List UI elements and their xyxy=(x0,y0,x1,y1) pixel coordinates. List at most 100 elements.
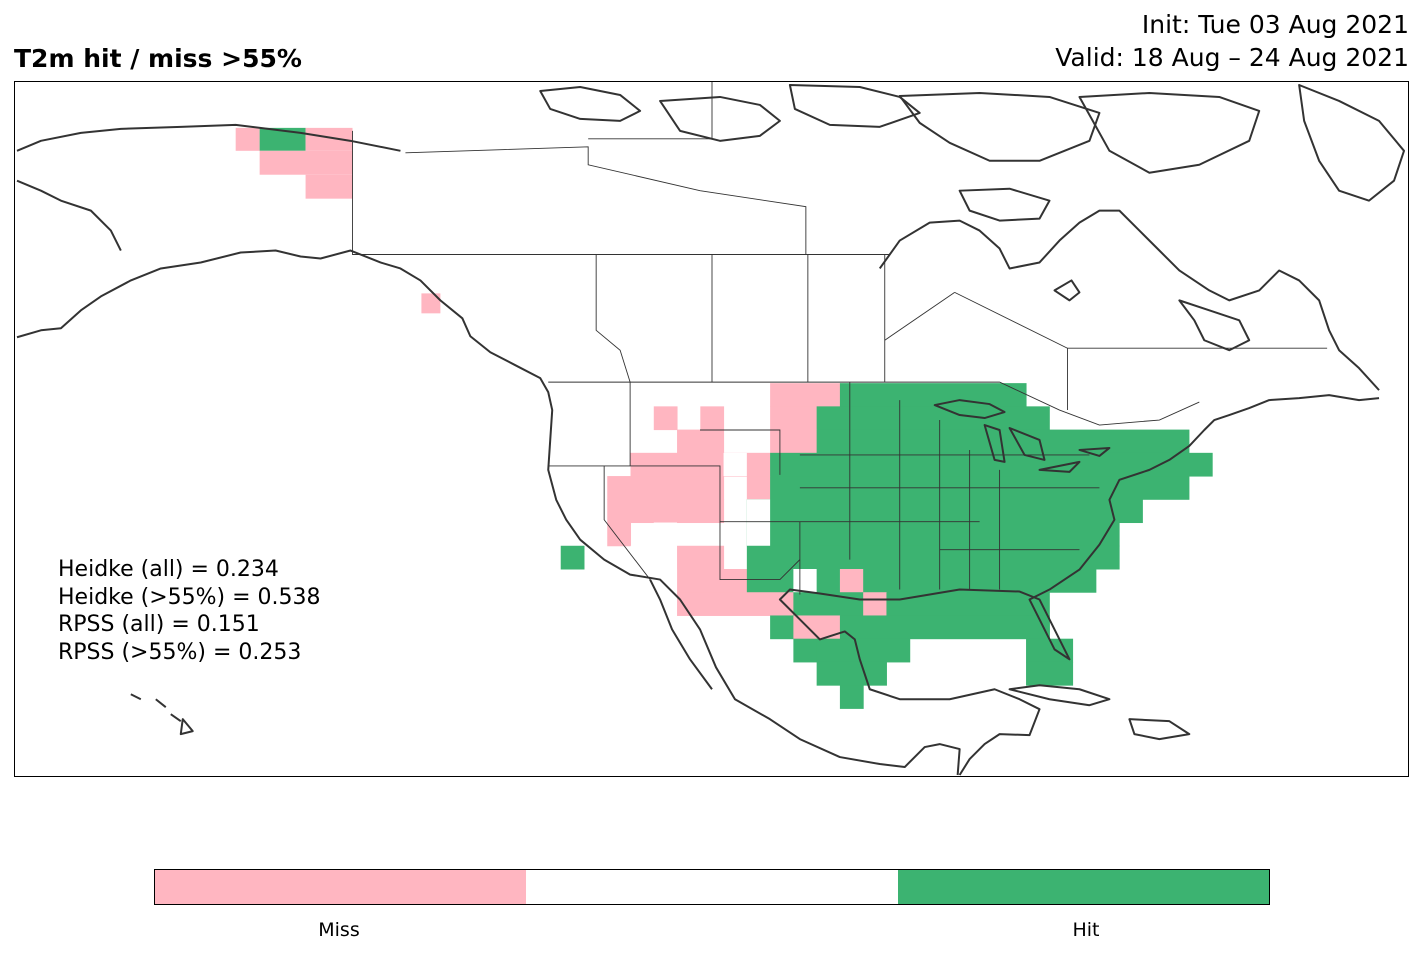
miss-cell xyxy=(630,452,771,477)
coastline-pacific xyxy=(16,249,961,776)
miss-cell xyxy=(746,476,771,500)
score-rpss-all: RPSS (all) = 0.151 xyxy=(58,612,260,637)
newfoundland-island xyxy=(1178,299,1251,352)
coastline-alaska-west xyxy=(16,179,122,251)
hudson-island xyxy=(1053,279,1081,302)
no-forecast-cell xyxy=(793,568,817,593)
hit-cell xyxy=(746,499,1143,524)
no-forecast-cell xyxy=(746,499,771,523)
miss-cell xyxy=(770,406,818,431)
hawaii-island xyxy=(170,713,182,722)
lake-ontario xyxy=(1078,446,1111,457)
arctic-island xyxy=(1078,91,1261,174)
hit-cell xyxy=(259,127,306,151)
hit-cell xyxy=(839,685,864,709)
hit-cell xyxy=(839,383,1027,407)
no-forecast-cell xyxy=(653,568,678,593)
score-heidke-all: Heidke (all) = 0.234 xyxy=(58,557,279,582)
hit-cell xyxy=(816,429,1050,454)
cuba-island xyxy=(1008,684,1111,707)
baja-coast xyxy=(649,579,713,690)
border-state xyxy=(603,465,651,580)
hit-cell xyxy=(1142,476,1190,500)
miss-cell xyxy=(235,127,260,151)
hit-cell xyxy=(770,452,1213,477)
hit-cell xyxy=(839,615,1050,640)
colorbar xyxy=(154,869,1270,905)
hit-cell xyxy=(1049,429,1190,454)
miss-cell xyxy=(305,174,353,199)
valid-period: Valid: 18 Aug – 24 Aug 2021 xyxy=(1055,43,1409,72)
miss-cell xyxy=(677,545,725,570)
miss-cell xyxy=(770,383,841,407)
lake-michigan xyxy=(983,424,1006,463)
border-mexico xyxy=(719,521,801,581)
miss-cell xyxy=(305,127,353,151)
border-bc-alberta xyxy=(595,254,631,383)
arctic-island xyxy=(958,187,1051,222)
miss-cell xyxy=(421,293,441,314)
miss-cell xyxy=(839,568,864,593)
colorbar-label-hit: Hit xyxy=(1072,919,1100,941)
colorbar-miss-segment xyxy=(155,870,527,904)
miss-cell xyxy=(677,568,748,593)
miss-cell xyxy=(700,406,725,431)
hawaii-island xyxy=(179,718,194,736)
init-date: Init: Tue 03 Aug 2021 xyxy=(1141,10,1409,39)
hawaii-island xyxy=(130,693,142,701)
border-us-canada xyxy=(548,381,1200,426)
miss-cell xyxy=(653,406,678,431)
hit-cell xyxy=(1026,661,1074,686)
greenland-coast xyxy=(1298,83,1406,202)
hit-cell xyxy=(816,406,1027,431)
hit-cell xyxy=(793,638,818,663)
hit-cell xyxy=(863,568,1097,593)
colorbar-hit-segment xyxy=(897,870,1269,904)
hispaniola-island xyxy=(1128,718,1191,741)
miss-cell xyxy=(607,476,725,500)
miss-cell xyxy=(259,150,353,175)
hawaii-island xyxy=(155,698,167,708)
border-ontario-north xyxy=(884,292,955,341)
no-forecast-cell xyxy=(653,522,678,546)
miss-cell xyxy=(677,429,725,454)
hit-miss-map xyxy=(16,82,1406,776)
score-rpss-55: RPSS (>55%) = 0.253 xyxy=(58,639,302,665)
miss-cell xyxy=(863,592,887,616)
coastline-alaska-north xyxy=(16,123,401,152)
miss-cell xyxy=(770,429,818,454)
no-forecast-cell xyxy=(746,522,771,546)
border-alaska-canada xyxy=(352,130,890,255)
no-forecast-cell xyxy=(723,452,747,477)
border-state xyxy=(700,429,781,475)
colorbar-neutral-segment xyxy=(526,870,898,904)
miss-cell xyxy=(607,522,632,547)
miss-cell xyxy=(793,615,841,640)
coastline-atlantic-gulf xyxy=(778,394,1380,776)
arctic-island xyxy=(788,83,921,128)
hit-cell xyxy=(746,522,1120,547)
lake-huron xyxy=(1008,427,1046,461)
arctic-island xyxy=(539,85,642,122)
lake-superior xyxy=(933,399,1006,420)
map-title: T2m hit / miss >55% xyxy=(14,44,302,73)
hit-cell xyxy=(816,661,887,686)
score-heidke-55: Heidke (>55%) = 0.538 xyxy=(58,584,321,610)
border-territories-north xyxy=(588,82,713,140)
hit-cell xyxy=(746,545,1120,570)
coastline-hudson-labrador xyxy=(878,209,1380,391)
hit-cell xyxy=(1026,406,1050,431)
colorbar-label-miss: Miss xyxy=(318,919,360,941)
score-panel: Heidke (all) = 0.234 Heidke (>55%) = 0.5… xyxy=(58,556,321,666)
map-panel xyxy=(14,81,1409,777)
hit-cell xyxy=(816,638,911,663)
hit-cell xyxy=(1026,615,1050,640)
hit-cell xyxy=(560,545,585,570)
arctic-island xyxy=(659,95,781,142)
arctic-island xyxy=(898,91,1101,162)
no-forecast-cell xyxy=(630,545,654,569)
hit-cell xyxy=(886,592,1050,616)
miss-cell xyxy=(677,592,794,616)
border-territories xyxy=(405,146,807,255)
hit-cell xyxy=(770,615,794,640)
